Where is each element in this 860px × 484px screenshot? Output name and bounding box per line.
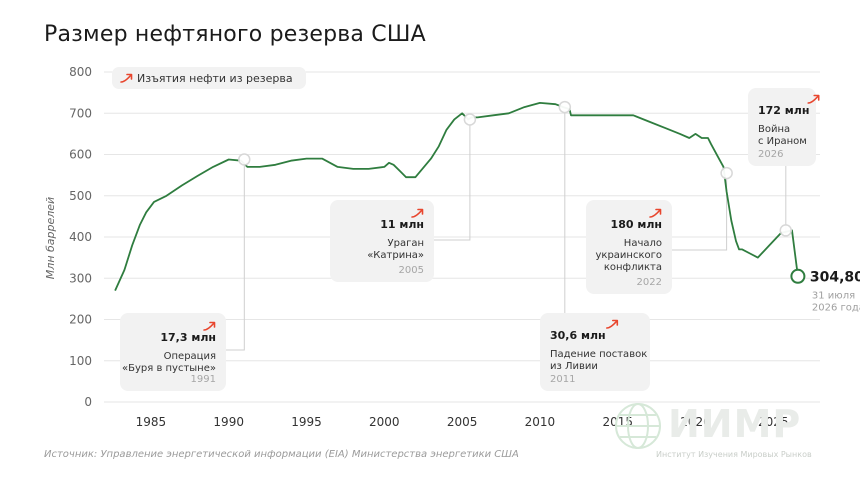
arrow-curve <box>649 209 661 218</box>
event-marker <box>463 113 477 126</box>
legend-arrow-icon <box>120 73 133 83</box>
chart-title: Размер нефтяного резерва США <box>44 22 426 47</box>
source-note: Источник: Управление энергетической инфо… <box>44 449 519 460</box>
endpoint-date-line: 2026 года <box>812 302 860 313</box>
arrow-head <box>655 208 662 215</box>
leader-line <box>672 179 728 251</box>
y-axis-label: Млн баррелей <box>44 197 57 279</box>
card-box <box>748 88 816 166</box>
withdrawal-arrow-icon <box>605 319 619 329</box>
annotation-label-line: «Буря в пустыне» <box>122 363 216 374</box>
legend-label: Изъятия нефти из резерва <box>137 72 293 85</box>
event-marker <box>720 166 733 180</box>
y-tick-label: 600 <box>69 148 92 162</box>
arrow-curve <box>411 209 423 218</box>
card-box <box>330 200 434 282</box>
arrow-head <box>611 319 619 326</box>
y-tick-label: 100 <box>69 354 92 368</box>
annotation-label-line: Операция <box>164 351 216 362</box>
annotation-markers <box>238 100 793 237</box>
annotation-amount: 172 млн <box>758 104 809 117</box>
arrow-curve <box>203 322 215 331</box>
y-tick-label: 500 <box>69 189 92 203</box>
annotation-label-line: Падение поставок <box>550 349 647 360</box>
x-tick-label: 2005 <box>447 415 478 429</box>
endpoint-value: 304,809 <box>810 269 860 285</box>
x-tick-label: 1985 <box>136 415 167 429</box>
arrow-curve <box>605 320 618 329</box>
x-tick-label: 2010 <box>525 415 556 429</box>
arrow-head <box>209 321 216 328</box>
arrow-head <box>417 208 424 215</box>
logo: ИИМР Институт Изучения Мировых Рынков <box>612 400 832 470</box>
endpoint-date-line: 31 июля <box>812 290 855 301</box>
annotation-amount: 17,3 млн <box>160 331 216 344</box>
annotation-year: 2026 <box>758 149 783 160</box>
annotation-amount: 11 млн <box>380 218 424 231</box>
y-tick-label: 300 <box>69 271 92 285</box>
annotations: 17,3 млн Операция «Буря в пустыне»1991 11 м… <box>120 88 820 391</box>
endpoint-date: 31 июля 2026 года <box>812 290 860 313</box>
annotation-label: Война с Ираном <box>758 124 807 147</box>
annotation-amount: 30,6 млн <box>550 329 606 342</box>
annotation-label: Операция «Буря в пустыне» <box>122 351 216 374</box>
logo-text: ИИМР <box>668 402 802 446</box>
event-marker <box>558 100 572 114</box>
annotation-year: 2022 <box>637 277 662 288</box>
annotation-card: 11 млн Ураган «Катрина» 2005 <box>330 125 471 282</box>
withdrawal-arrow-icon <box>649 208 662 218</box>
annotation-label-line: Начало <box>624 238 662 249</box>
annotation-label: Падение поставок из Ливии <box>550 349 647 372</box>
arrow-head <box>813 94 820 101</box>
card-box <box>120 313 226 391</box>
logo-subtitle: Институт Изучения Мировых Рынков <box>656 450 812 459</box>
withdrawal-arrow-icon <box>807 94 820 104</box>
legend: Изъятия нефти из резерва <box>112 67 306 89</box>
annotation-label: Ураган «Катрина» <box>367 238 424 261</box>
endpoint-marker <box>790 268 806 284</box>
x-tick-label: 2000 <box>369 415 400 429</box>
series-line <box>114 102 799 291</box>
y-tick-label: 400 <box>69 230 92 244</box>
annotation-card: 172 млн Война с Ираном 2026 <box>748 88 820 237</box>
annotation-amount: 180 млн <box>611 218 662 231</box>
event-marker <box>238 153 251 166</box>
annotation-label-line: конфликта <box>604 262 662 273</box>
annotation-label-line: Ураган <box>388 238 425 249</box>
card-box <box>586 200 672 294</box>
annotation-label-line: с Ираном <box>758 136 807 147</box>
y-tick-label: 800 <box>69 65 92 79</box>
y-tick-label: 700 <box>69 106 92 120</box>
annotation-year: 1991 <box>191 374 216 385</box>
x-tick-label: 1995 <box>291 415 322 429</box>
leader-line <box>226 165 245 351</box>
x-tick-label: 1990 <box>213 415 244 429</box>
leader-line <box>434 125 471 241</box>
annotation-card: 30,6 млн Падение поставок из Ливии 2011 <box>540 113 650 391</box>
annotation-year: 2011 <box>550 374 575 385</box>
x-tick-labels: 1985 1990 1995 2000 2005 2010 2015 2020 2025 <box>136 415 789 429</box>
annotation-label: Начало украинского конфликта <box>596 238 663 273</box>
annotation-card: 180 млн Начало украинского конфликта 2022 <box>586 179 728 294</box>
annotation-label-line: из Ливии <box>550 361 598 372</box>
x-tick-label: 2025 <box>758 415 789 429</box>
annotation-year: 2005 <box>399 265 424 276</box>
withdrawal-arrow-icon <box>411 208 424 218</box>
x-tick-label: 2020 <box>680 415 711 429</box>
y-tick-labels: 0 100 200 300 400 500 600 700 800 <box>69 65 92 409</box>
annotation-label-line: «Катрина» <box>367 250 424 261</box>
globe-logo-icon <box>615 403 661 449</box>
event-marker <box>779 224 793 237</box>
annotation-label-line: Война <box>758 124 790 135</box>
withdrawal-arrow-icon <box>203 321 216 331</box>
annotation-card: 17,3 млн Операция «Буря в пустыне»1991 <box>120 165 245 391</box>
card-box <box>540 313 650 391</box>
y-tick-label: 0 <box>84 395 92 409</box>
legend-box <box>112 67 306 89</box>
annotation-label-line: украинского <box>596 250 663 261</box>
arrow-curve <box>807 95 820 104</box>
y-tick-label: 200 <box>69 313 92 327</box>
